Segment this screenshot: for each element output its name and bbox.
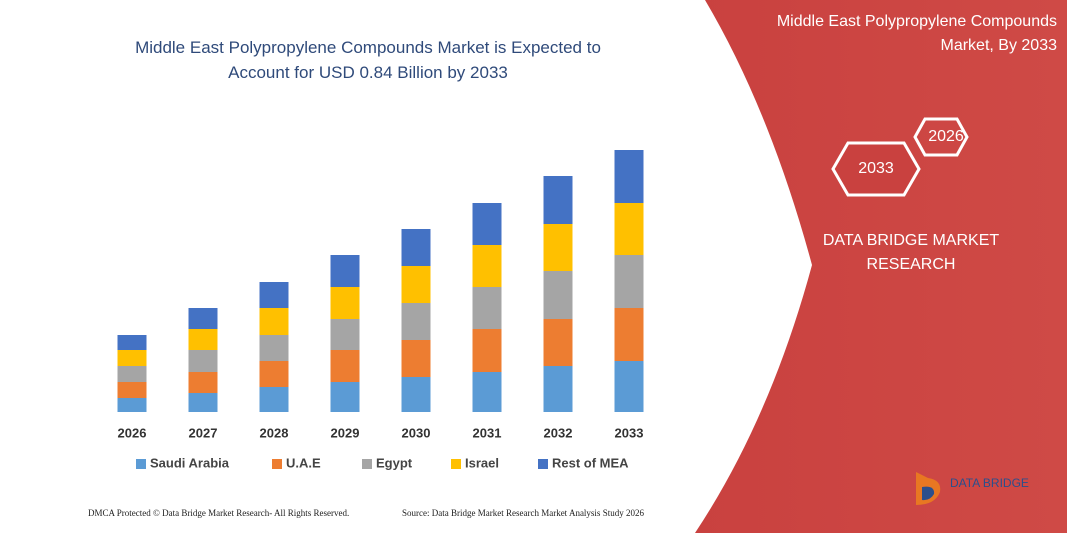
bar-segment — [401, 229, 431, 266]
bar-segment — [117, 398, 147, 412]
bar-segment — [472, 245, 502, 287]
side-panel — [695, 0, 1067, 533]
bar-segment — [259, 282, 289, 308]
bar-segment — [330, 319, 360, 350]
x-tick-label: 2028 — [260, 425, 289, 440]
bar-segment — [614, 308, 644, 361]
bar-segment — [401, 266, 431, 303]
bar-segment — [188, 393, 218, 412]
bar-segment — [117, 366, 147, 382]
bar-segment — [259, 361, 289, 387]
x-tick-label: 2032 — [544, 425, 573, 440]
bar-segment — [472, 203, 502, 245]
legend-label: Saudi Arabia — [150, 455, 230, 470]
legend-swatch — [136, 459, 146, 469]
logo-icon — [922, 486, 935, 501]
x-tick-label: 2030 — [402, 425, 431, 440]
bar-segment — [330, 255, 360, 287]
logo-text: DATA BRIDGE — [950, 476, 1029, 490]
x-tick-label: 2027 — [189, 425, 218, 440]
bar-segment — [543, 366, 573, 412]
bar-segment — [543, 271, 573, 319]
hex-label: 2026 — [928, 128, 964, 145]
bar-segment — [543, 224, 573, 271]
bar-segment — [472, 329, 502, 372]
bar-segment — [330, 350, 360, 382]
bar-segment — [259, 387, 289, 412]
legend-swatch — [272, 459, 282, 469]
bar-segment — [117, 382, 147, 398]
bar-segment — [401, 340, 431, 377]
bar-segment — [614, 150, 644, 203]
bar-segment — [614, 203, 644, 255]
bar-segment — [543, 176, 573, 224]
panel-brand: DATA BRIDGE MARKET RESEARCH — [823, 232, 1000, 273]
bar-segment — [614, 361, 644, 412]
bar-segment — [259, 335, 289, 361]
bar-segment — [472, 372, 502, 412]
bar-segment — [330, 382, 360, 412]
chart-title: Middle East Polypropylene Compounds Mark… — [135, 38, 601, 82]
bar-segment — [614, 255, 644, 308]
bar-segment — [117, 335, 147, 350]
bar-segment — [188, 372, 218, 393]
legend-label: U.A.E — [286, 455, 321, 470]
hex-label: 2033 — [858, 160, 894, 177]
hexagon — [831, 141, 921, 197]
legend-label: Israel — [465, 455, 499, 470]
bar-segment — [259, 308, 289, 335]
legend-swatch — [451, 459, 461, 469]
bar-segment — [401, 303, 431, 340]
bar-segment — [330, 287, 360, 319]
footer-left: DMCA Protected © Data Bridge Market Rese… — [88, 508, 349, 518]
hexagon — [913, 117, 969, 157]
bar-segment — [401, 377, 431, 412]
bar-segment — [188, 308, 218, 329]
legend-label: Egypt — [376, 455, 413, 470]
bar-segment — [188, 329, 218, 350]
panel-title: Middle East Polypropylene Compounds Marke… — [777, 13, 1057, 54]
bar-segment — [117, 350, 147, 366]
footer-right: Source: Data Bridge Market Research Mark… — [402, 508, 644, 518]
bar-segment — [188, 350, 218, 372]
legend-swatch — [538, 459, 548, 469]
x-tick-label: 2031 — [473, 425, 502, 440]
x-tick-label: 2029 — [331, 425, 360, 440]
x-tick-label: 2026 — [118, 425, 147, 440]
bar-segment — [543, 319, 573, 366]
legend-label: Rest of MEA — [552, 455, 629, 470]
legend-swatch — [362, 459, 372, 469]
x-tick-label: 2033 — [615, 425, 644, 440]
bar-segment — [472, 287, 502, 329]
